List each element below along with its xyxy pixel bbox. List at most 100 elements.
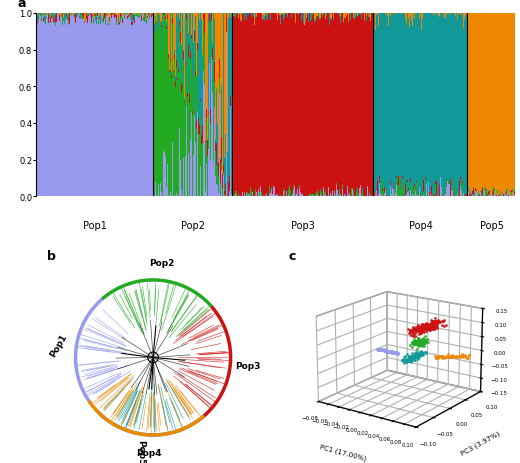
Bar — [216, 89, 217, 144]
Bar — [253, 17, 254, 197]
Bar — [410, 17, 411, 178]
Bar — [293, 14, 294, 187]
Bar — [223, 87, 224, 101]
Bar — [275, 14, 276, 195]
Bar — [42, 16, 43, 197]
Bar — [376, 192, 378, 195]
Bar — [198, 119, 199, 134]
Bar — [251, 191, 252, 197]
Bar — [83, 14, 84, 19]
Bar — [358, 195, 359, 197]
Bar — [405, 184, 406, 196]
Bar — [74, 19, 75, 197]
Bar — [447, 15, 448, 181]
Bar — [347, 187, 348, 197]
Bar — [244, 14, 245, 20]
Bar — [514, 189, 515, 191]
Bar — [284, 14, 285, 19]
Bar — [418, 14, 419, 176]
Bar — [95, 16, 96, 22]
Bar — [45, 25, 46, 197]
Bar — [45, 14, 46, 17]
Bar — [116, 22, 117, 25]
Bar — [188, 46, 189, 57]
Bar — [353, 190, 354, 196]
Bar — [136, 15, 137, 16]
Bar — [312, 14, 313, 15]
Bar — [212, 14, 213, 30]
Bar — [362, 14, 363, 189]
Bar — [79, 18, 80, 19]
Bar — [297, 14, 298, 15]
Bar — [243, 14, 244, 196]
Bar — [67, 21, 68, 197]
Bar — [285, 14, 286, 16]
Bar — [483, 14, 484, 196]
Bar — [174, 56, 175, 60]
Bar — [41, 14, 42, 20]
Bar — [200, 14, 201, 100]
Bar — [229, 176, 230, 191]
Bar — [219, 133, 220, 145]
Bar — [429, 193, 430, 196]
Bar — [167, 16, 168, 20]
Bar — [81, 19, 82, 20]
Bar — [79, 14, 80, 16]
Bar — [283, 15, 284, 21]
Bar — [93, 22, 94, 25]
Bar — [184, 100, 185, 102]
Bar — [322, 16, 323, 18]
Bar — [315, 196, 316, 197]
Bar — [506, 194, 507, 197]
Bar — [412, 14, 413, 27]
Bar — [500, 14, 501, 191]
Bar — [301, 20, 302, 195]
Bar — [267, 19, 268, 196]
Bar — [76, 14, 77, 15]
Bar — [293, 191, 294, 197]
Bar — [453, 14, 454, 180]
Bar — [96, 20, 97, 25]
Bar — [114, 26, 115, 197]
Bar — [411, 22, 412, 196]
Bar — [318, 14, 319, 18]
Bar — [402, 191, 404, 197]
Bar — [376, 15, 378, 192]
Bar — [107, 15, 108, 18]
Bar — [183, 61, 184, 159]
Bar — [462, 14, 463, 181]
Bar — [512, 190, 513, 193]
Bar — [498, 196, 499, 197]
Bar — [92, 25, 93, 197]
Bar — [297, 15, 298, 190]
Bar — [339, 14, 340, 17]
Bar — [161, 23, 162, 26]
Bar — [488, 196, 489, 197]
Bar — [81, 20, 82, 22]
Bar — [474, 195, 475, 197]
Bar — [421, 31, 422, 195]
Bar — [378, 27, 379, 195]
Bar — [441, 14, 442, 187]
Text: Pop3: Pop3 — [235, 362, 261, 370]
Bar — [164, 153, 165, 197]
Bar — [320, 19, 321, 20]
Bar — [49, 19, 50, 197]
Bar — [430, 193, 431, 196]
Bar — [513, 14, 514, 197]
Bar — [38, 14, 39, 15]
Bar — [298, 14, 300, 15]
Bar — [222, 14, 223, 174]
Bar — [449, 14, 450, 16]
Bar — [66, 26, 67, 197]
Bar — [272, 194, 273, 197]
Bar — [410, 178, 411, 182]
Bar — [203, 72, 204, 197]
Bar — [146, 21, 147, 24]
Bar — [375, 194, 376, 197]
Bar — [295, 14, 296, 24]
Bar — [54, 22, 55, 23]
Bar — [438, 14, 439, 18]
Bar — [435, 180, 436, 185]
Bar — [186, 14, 187, 15]
